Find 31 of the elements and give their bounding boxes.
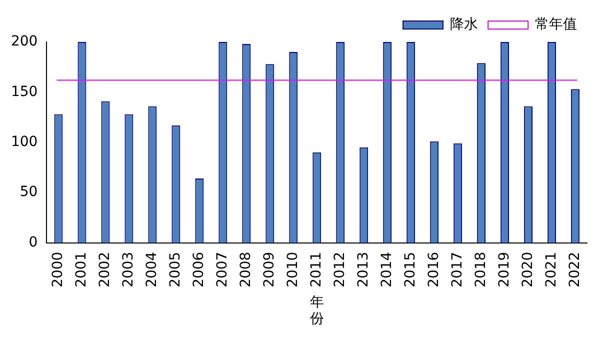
- x-tick-label: 2021: [543, 252, 560, 288]
- x-tick-label: 2007: [214, 252, 231, 288]
- y-tick-label: 0: [28, 234, 38, 250]
- x-tick-label: 2009: [262, 252, 278, 288]
- x-tick-label: 2002: [97, 252, 114, 288]
- y-tick-label: 150: [10, 84, 38, 100]
- x-tick-label: 2022: [566, 252, 583, 288]
- x-tick-label: 2000: [50, 252, 66, 288]
- x-tick-label: 2018: [472, 252, 489, 288]
- x-tick-label: 2004: [144, 252, 160, 288]
- x-tick-label: 2005: [168, 252, 184, 288]
- x-tick-label: 2015: [402, 252, 418, 288]
- y-tick-label: 200: [10, 34, 38, 50]
- y-tick-label: 50: [20, 184, 38, 200]
- x-axis-title: 年份: [310, 294, 324, 328]
- legend-label: 降水: [450, 16, 478, 33]
- x-tick-label: 2020: [520, 252, 536, 288]
- x-tick-label: 2010: [285, 252, 302, 288]
- x-tick-label: 2017: [449, 252, 466, 288]
- y-tick-label: 100: [10, 134, 38, 150]
- x-tick-label: 2012: [332, 252, 348, 288]
- legend-label: 常年值: [535, 16, 577, 33]
- x-tick-label: 2013: [355, 252, 372, 288]
- x-tick-label: 2011: [308, 252, 324, 288]
- x-tick-label: 2006: [191, 252, 208, 288]
- x-tick-label: 2003: [120, 252, 137, 288]
- x-tick-label: 2014: [378, 252, 395, 288]
- x-tick-label: 2016: [426, 252, 442, 288]
- x-tick-label: 2019: [496, 252, 512, 288]
- x-tick-label: 2001: [74, 252, 90, 288]
- x-tick-label: 2008: [238, 252, 254, 288]
